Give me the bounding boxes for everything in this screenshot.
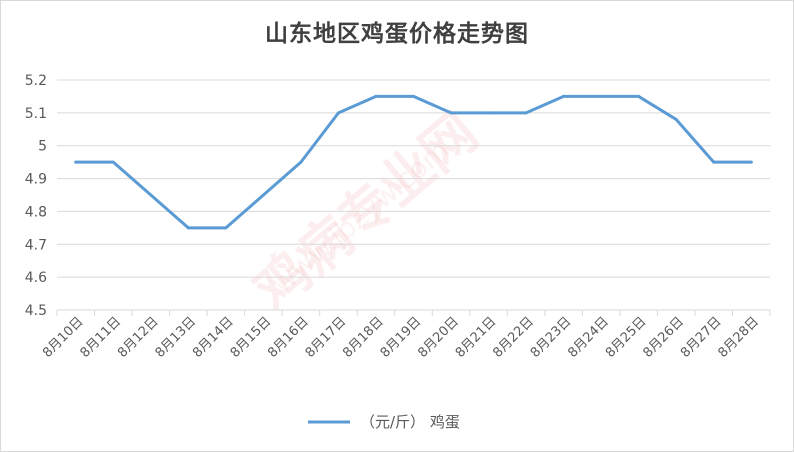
x-tick-label: 8月14日 (190, 314, 237, 361)
x-tick-label: 8月25日 (603, 314, 650, 361)
x-tick-label: 8月22日 (490, 314, 537, 361)
data-point (149, 193, 153, 197)
data-point (637, 94, 641, 98)
x-tick-label: 8月13日 (153, 314, 200, 361)
data-point (712, 160, 716, 164)
data-point (299, 160, 303, 164)
x-tick-label: 8月10日 (40, 314, 87, 361)
series-lines (74, 94, 753, 230)
data-point (261, 193, 265, 197)
x-tick-label: 8月16日 (265, 314, 312, 361)
data-point (111, 160, 115, 164)
data-point (224, 226, 228, 230)
data-point (487, 111, 491, 115)
data-point (749, 160, 753, 164)
x-tick-label: 8月18日 (340, 314, 387, 361)
y-axis-labels: 4.5 4.6 4.7 4.8 4.9 5 5.1 5.2 (25, 73, 47, 319)
y-tick-label: 5 (38, 139, 47, 155)
legend-label: （元/斤） 鸡蛋 (360, 413, 460, 431)
y-tick-label: 5.2 (25, 73, 47, 89)
x-tick-label: 8月17日 (303, 314, 350, 361)
x-tick-label: 8月11日 (78, 314, 125, 361)
x-axis-labels: 8月10日8月11日8月12日8月13日8月14日8月15日8月16日8月17日… (40, 314, 762, 361)
data-point (599, 94, 603, 98)
data-point (412, 94, 415, 98)
x-tick-label: 8月23日 (528, 314, 575, 361)
data-point (562, 94, 566, 98)
x-tick-label: 8月19日 (378, 314, 425, 361)
y-tick-label: 4.6 (25, 270, 47, 286)
x-tick-label: 8月24日 (565, 314, 612, 361)
legend: （元/斤） 鸡蛋 (308, 413, 460, 431)
x-tick-label: 8月26日 (640, 314, 687, 361)
x-tick-label: 8月20日 (415, 314, 462, 361)
x-tick-label: 8月28日 (716, 314, 763, 361)
y-tick-label: 4.5 (25, 303, 47, 319)
data-point (336, 111, 340, 115)
data-point (449, 111, 453, 115)
x-tick-label: 8月15日 (228, 314, 275, 361)
data-point (74, 160, 78, 164)
gridlines (56, 79, 771, 316)
chart-title: 山东地区鸡蛋价格走势图 (265, 21, 529, 47)
data-point (674, 117, 678, 121)
y-tick-label: 4.7 (25, 237, 47, 253)
x-tick-label: 8月12日 (115, 314, 162, 361)
x-tick-label: 8月21日 (453, 314, 500, 361)
series-line (74, 94, 753, 230)
y-tick-label: 4.8 (25, 204, 47, 220)
data-point (524, 111, 528, 115)
x-tick-label: 8月27日 (678, 314, 725, 361)
y-tick-label: 5.1 (25, 106, 47, 122)
y-tick-label: 4.9 (25, 172, 47, 188)
data-point (186, 226, 190, 230)
data-point (374, 94, 378, 98)
